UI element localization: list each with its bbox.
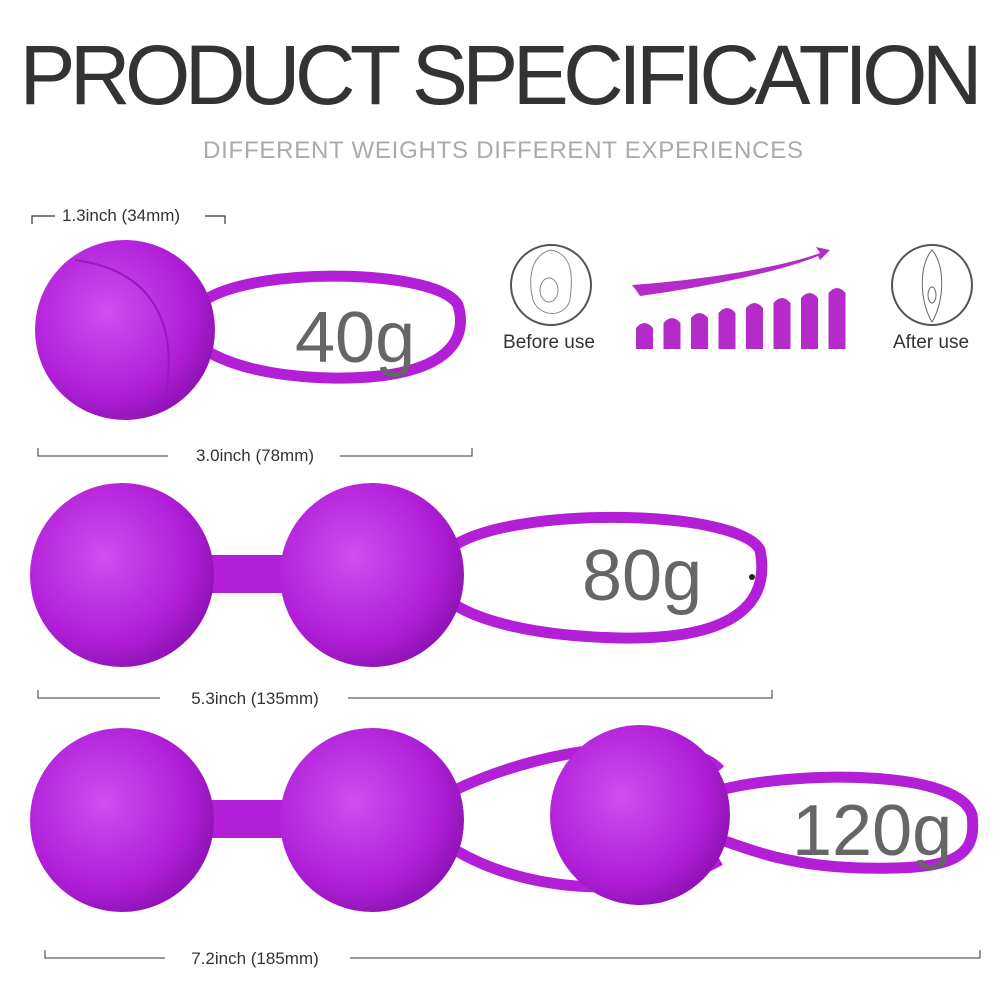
- single-length-label: 3.0inch (78mm): [196, 446, 314, 465]
- double-ball-product: [30, 483, 768, 667]
- page-title: PRODUCT SPECIFICATION: [20, 28, 985, 122]
- growth-bar: [663, 318, 681, 349]
- after-use-label: After use: [893, 332, 969, 353]
- growth-bar: [691, 313, 708, 349]
- growth-bar: [636, 323, 653, 349]
- weight-single: 40g: [295, 298, 415, 378]
- vulva-after-icon: [891, 244, 973, 326]
- triple-length-label: 7.2inch (185mm): [191, 949, 319, 968]
- growth-bar: [801, 293, 818, 349]
- ball-diameter-marker: [31, 215, 226, 224]
- triple-ball-product: [30, 725, 979, 912]
- ball-diameter-label: 1.3inch (34mm): [62, 206, 180, 225]
- growth-arrow: [632, 247, 830, 296]
- growth-bar: [828, 288, 846, 349]
- growth-bars: [636, 288, 846, 349]
- before-use-label: Before use: [503, 332, 595, 353]
- single-ball-product: [35, 240, 466, 420]
- single-length-marker: [37, 448, 473, 457]
- double-length-label: 5.3inch (135mm): [191, 689, 319, 708]
- weight-triple: 120g: [792, 791, 952, 871]
- weight-double: 80g: [582, 536, 702, 616]
- vulva-before-icon: [510, 244, 592, 326]
- growth-bar: [773, 298, 791, 349]
- growth-bar: [718, 308, 736, 349]
- subtitle: DIFFERENT WEIGHTS DIFFERENT EXPERIENCES: [203, 137, 803, 164]
- double-length-marker: [37, 690, 773, 699]
- growth-bar: [746, 303, 763, 349]
- triple-length-marker: [44, 950, 981, 959]
